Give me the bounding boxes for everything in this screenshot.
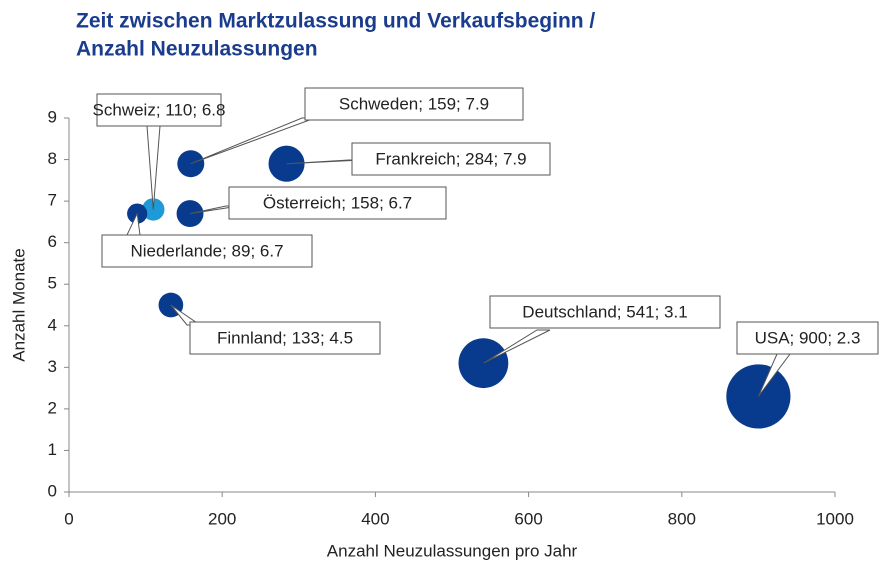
label-box [351,142,551,176]
y-tick-label: 4 [48,315,57,334]
data-label: Österreich; 158; 6.7 [263,193,412,212]
label-box [96,93,222,127]
x-tick-label: 200 [208,509,236,528]
x-axis-label: Anzahl Neuzulassungen pro Jahr [327,541,578,560]
y-axis-label: Anzahl Monate [9,248,28,361]
label-box [189,321,381,355]
data-label: Frankreich; 284; 7.9 [375,149,526,168]
callout-pointer [146,125,161,210]
callout-pointer [483,329,551,364]
label-box [101,234,313,268]
y-tick-label: 6 [48,232,57,251]
x-tick-label: 800 [668,509,696,528]
chart-title: Anzahl Neuzulassungen [76,38,318,61]
y-tick-label: 9 [48,107,57,126]
data-label: Niederlande; 89; 6.7 [130,241,283,260]
y-tick-label: 5 [48,274,57,293]
data-label: Schweiz; 110; 6.8 [93,100,226,119]
y-tick-label: 3 [48,357,57,376]
data-label: Finnland; 133; 4.5 [217,328,353,347]
y-tick-label: 2 [48,398,57,417]
data-label: Deutschland; 541; 3.1 [522,302,687,321]
y-tick-label: 1 [48,440,57,459]
y-tick-label: 7 [48,191,57,210]
x-tick-label: 600 [514,509,542,528]
label-box [304,87,524,121]
label-box [228,186,447,220]
y-tick-label: 0 [48,481,57,500]
label-box [489,295,721,329]
x-tick-label: 400 [361,509,389,528]
data-label: USA; 900; 2.3 [755,328,861,347]
data-label: Schweden; 159; 7.9 [339,94,489,113]
x-tick-label: 0 [64,509,73,528]
label-box [736,321,879,355]
x-tick-label: 1000 [816,509,854,528]
y-tick-label: 8 [48,149,57,168]
chart-title: Zeit zwischen Marktzulassung und Verkauf… [76,10,595,33]
